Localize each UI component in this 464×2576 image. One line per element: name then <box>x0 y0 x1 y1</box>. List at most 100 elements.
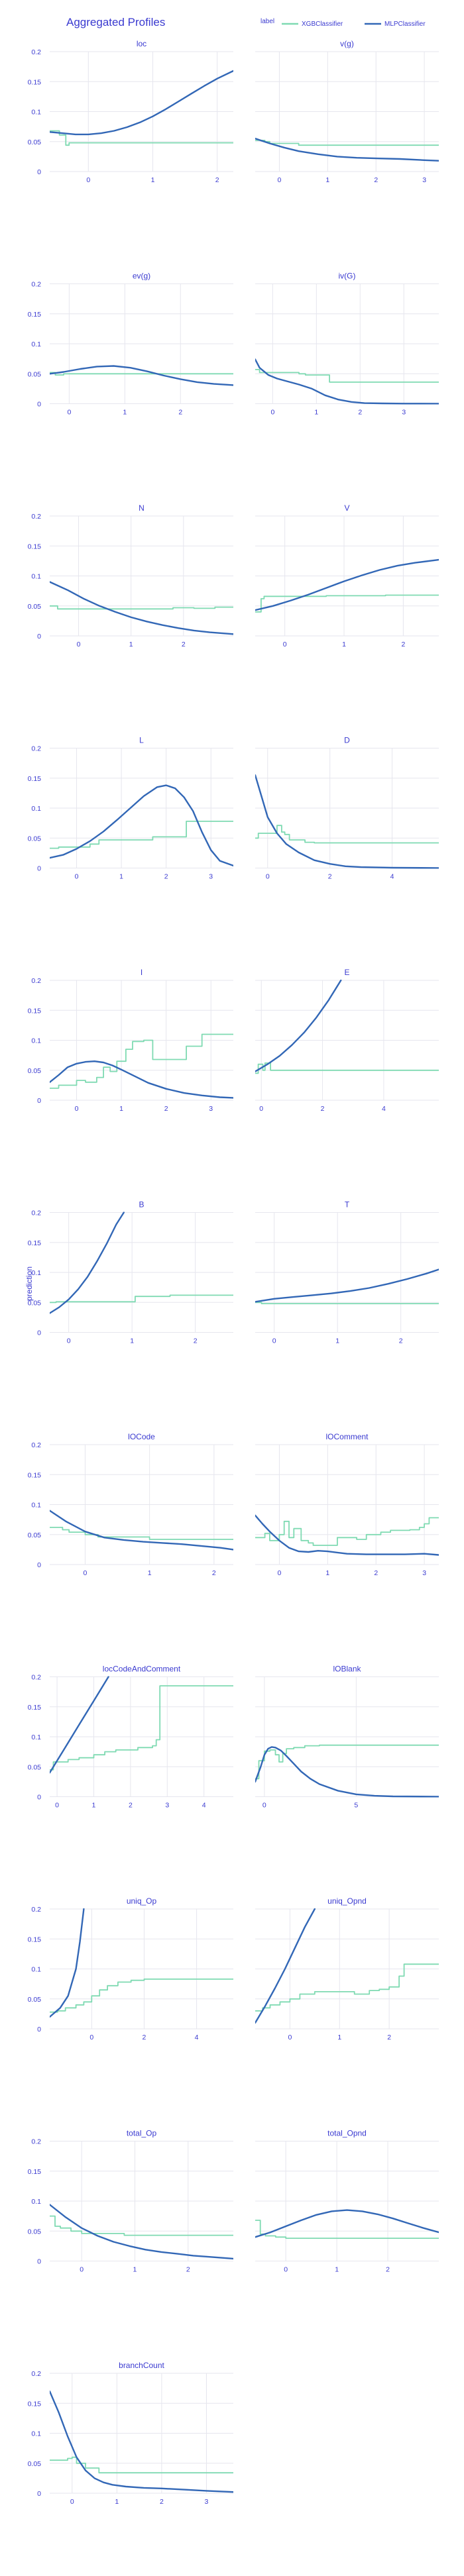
panel-title: T <box>345 1200 350 1210</box>
y-tick-label: 0 <box>37 1329 41 1337</box>
panel-total-op: 0 0.05 0.1 0.15 0.2 0 1 2 total_Op <box>28 2129 233 2274</box>
y-tick-label: 0.15 <box>28 1239 42 1247</box>
y-tick-label: 0.05 <box>28 1299 42 1307</box>
series-group <box>50 2391 233 2493</box>
x-tick-label: 2 <box>374 176 378 184</box>
y-tick-label: 0.05 <box>28 1763 42 1771</box>
x-tick-label: 2 <box>215 176 219 184</box>
x-tick-label: 0 <box>288 2034 292 2041</box>
x-tick-label: 3 <box>209 873 213 881</box>
x-tick-label: 3 <box>422 1569 426 1577</box>
series-line-mlpclassifier <box>255 558 439 611</box>
y-tick-label: 0.15 <box>28 1007 42 1015</box>
series-line-xgbclassifier <box>255 140 439 146</box>
x-tick-label: 0 <box>278 176 282 184</box>
x-tick-label: 0 <box>89 2034 93 2041</box>
series-group <box>255 558 439 613</box>
x-tick-label: 2 <box>401 641 405 648</box>
x-tick-label: 0 <box>70 2498 74 2506</box>
legend-item-mlpclassifier[interactable]: MLPClassifier <box>384 21 426 28</box>
x-tick-label: 3 <box>205 2498 209 2506</box>
panel-uniq-op: 0 0.05 0.1 0.15 0.2 0 2 4 uniq_Op <box>28 1896 233 2041</box>
series-line-mlpclassifier <box>50 365 233 386</box>
series-group <box>255 358 439 405</box>
x-tick-label: 0 <box>278 1569 282 1577</box>
series-group <box>50 2204 233 2260</box>
legend-title: label <box>261 18 274 25</box>
y-tick-label: 0.2 <box>31 281 41 289</box>
y-tick-label: 0.15 <box>28 2168 42 2176</box>
y-tick-label: 0.1 <box>31 109 41 117</box>
series-line-xgbclassifier <box>50 2215 233 2236</box>
x-tick-label: 5 <box>354 1802 358 1810</box>
panel-title: loc <box>137 39 146 48</box>
series-line-mlpclassifier <box>255 138 439 162</box>
x-tick-label: 0 <box>270 409 274 417</box>
y-tick-label: 0.2 <box>31 1674 41 1682</box>
x-tick-label: 4 <box>202 1802 206 1810</box>
x-tick-label: 0 <box>67 1337 71 1345</box>
series-line-xgbclassifier <box>50 605 233 610</box>
series-group <box>50 1033 233 1099</box>
y-tick-label: 0.1 <box>31 340 41 348</box>
y-tick-label: 0 <box>37 401 41 409</box>
x-tick-label: 2 <box>160 2498 164 2506</box>
y-tick-label: 0.05 <box>28 603 42 611</box>
series-group <box>50 581 233 635</box>
panel-uniq-opnd: 0 1 2 uniq_Opnd <box>255 1896 439 2041</box>
panel-title: N <box>139 503 145 513</box>
series-group <box>255 138 439 162</box>
y-tick-label: 0.05 <box>28 370 42 378</box>
x-tick-label: 2 <box>386 2266 390 2274</box>
y-tick-label: 0.05 <box>28 835 42 843</box>
panel-title: L <box>139 736 144 745</box>
series-line-mlpclassifier <box>50 1211 125 1314</box>
x-tick-label: 0 <box>75 1105 79 1113</box>
x-tick-label: 2 <box>212 1569 216 1577</box>
y-tick-label: 0.05 <box>28 1067 42 1075</box>
x-tick-label: 0 <box>262 1802 266 1810</box>
x-tick-label: 0 <box>272 1337 276 1345</box>
legend-item-xgbclassifier[interactable]: XGBClassifier <box>302 21 343 28</box>
x-tick-label: 3 <box>165 1802 169 1810</box>
x-tick-label: 3 <box>422 176 426 184</box>
x-tick-label: 2 <box>358 409 362 417</box>
series-group <box>50 784 233 867</box>
y-tick-label: 0.15 <box>28 775 42 783</box>
x-tick-label: 1 <box>119 873 123 881</box>
y-tick-label: 0.2 <box>31 2370 41 2378</box>
x-tick-label: 1 <box>129 641 133 648</box>
series-group <box>255 1908 439 2024</box>
y-tick-label: 0.15 <box>28 1471 42 1479</box>
y-tick-label: 0 <box>37 1097 41 1105</box>
series-line-mlpclassifier <box>255 1908 316 2024</box>
x-tick-label: 0 <box>266 873 270 881</box>
panel-title: B <box>139 1200 144 1210</box>
panel-loblank: 0 5 lOBlank <box>255 1665 439 1810</box>
y-tick-label: 0 <box>37 168 41 176</box>
panel-locomment: 0 1 2 3 lOComment <box>255 1432 439 1577</box>
series-group <box>255 2209 439 2239</box>
panel-i: 0 0.05 0.1 0.15 0.2 0 1 2 3 I <box>28 968 233 1113</box>
y-tick-label: 0.2 <box>31 2138 41 2146</box>
panel-title: ev(g) <box>133 272 150 281</box>
y-tick-label: 0.2 <box>31 745 41 753</box>
series-line-xgbclassifier <box>50 2456 233 2474</box>
series-line-xgbclassifier <box>50 372 233 376</box>
panel-loccodeandcomment: 0 0.05 0.1 0.15 0.2 0 1 2 3 4 locCodeAndComment <box>28 1665 233 1810</box>
panel-t: 0 1 2 T <box>255 1200 439 1345</box>
series-line-xgbclassifier <box>255 1744 439 1780</box>
panel-title: total_Op <box>127 2129 157 2138</box>
x-tick-label: 2 <box>129 1802 133 1810</box>
x-tick-label: 1 <box>325 176 329 184</box>
y-tick-label: 0 <box>37 2258 41 2266</box>
x-tick-label: 0 <box>55 1802 59 1810</box>
series-group <box>255 1514 439 1556</box>
y-tick-label: 0.15 <box>28 78 42 86</box>
x-tick-label: 2 <box>186 2266 190 2274</box>
panel-title: lOCode <box>128 1432 155 1441</box>
panel-title: E <box>344 968 349 977</box>
x-tick-label: 1 <box>123 409 127 417</box>
series-line-mlpclassifier <box>50 1510 233 1551</box>
